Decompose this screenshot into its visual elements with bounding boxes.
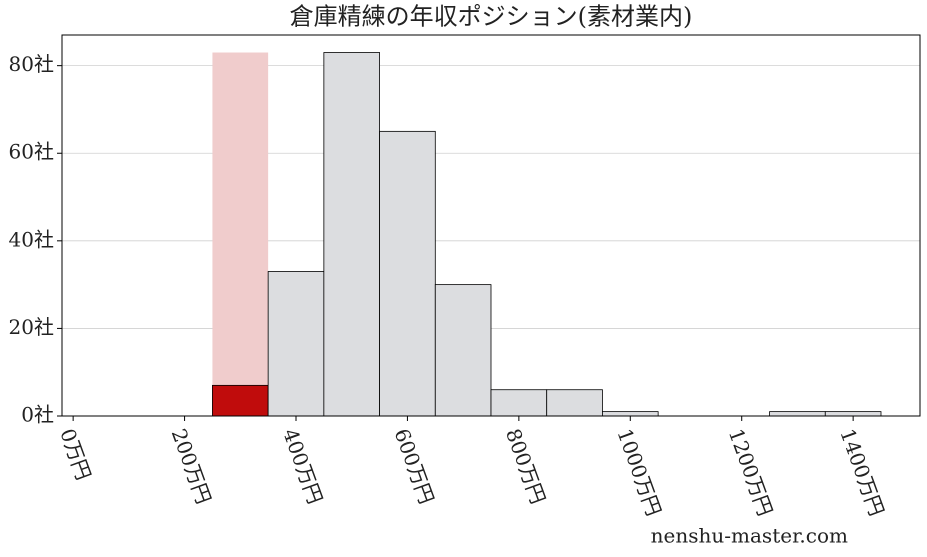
watermark: nenshu-master.com [651, 524, 848, 548]
x-tick-label: 800万円 [501, 425, 550, 507]
bar [434, 284, 492, 417]
y-tick-label: 40社 [9, 227, 54, 251]
bar [769, 411, 826, 417]
bar [323, 52, 380, 417]
bar [379, 130, 436, 417]
x-tick-label: 400万円 [278, 425, 327, 507]
y-tick-label: 60社 [9, 140, 54, 164]
bar [602, 411, 659, 417]
x-tick-label: 600万円 [390, 425, 439, 507]
y-tick-label: 0社 [21, 403, 54, 427]
x-tick-label: 0万円 [55, 425, 96, 483]
bar [824, 411, 882, 417]
y-tick-label: 80社 [9, 52, 54, 76]
chart-title: 倉庫精練の年収ポジション(素材業内) [290, 3, 693, 31]
bar [546, 389, 603, 417]
x-tick-label: 1200万円 [724, 425, 778, 519]
x-tick-label: 1400万円 [835, 425, 889, 519]
bar [267, 271, 325, 417]
bar [212, 384, 269, 417]
bar [490, 389, 548, 417]
plot-frame [61, 34, 921, 417]
x-tick-label: 200万円 [167, 425, 216, 507]
highlight-band [212, 52, 269, 416]
x-tick-label: 1000万円 [612, 425, 666, 519]
y-tick-label: 20社 [9, 315, 54, 339]
